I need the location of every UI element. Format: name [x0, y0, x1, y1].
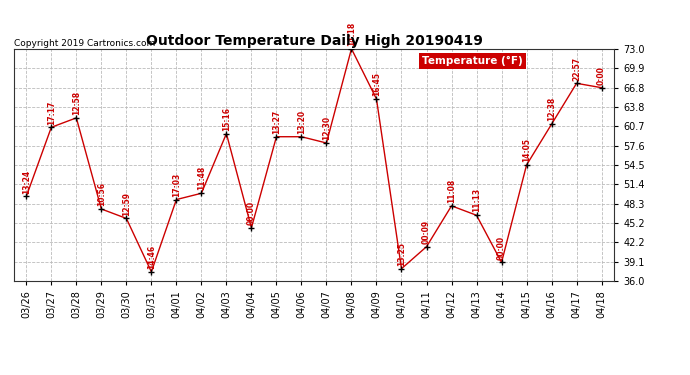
Text: 14:18: 14:18 [347, 22, 356, 46]
Text: 12:59: 12:59 [122, 192, 131, 216]
Text: 22:57: 22:57 [572, 56, 581, 81]
Text: 13:24: 13:24 [22, 170, 31, 194]
Text: 13:27: 13:27 [272, 110, 281, 134]
Text: 00:00: 00:00 [247, 201, 256, 225]
Text: 16:45: 16:45 [372, 72, 381, 96]
Text: 00:09: 00:09 [422, 220, 431, 244]
Text: 12:38: 12:38 [547, 97, 556, 122]
Text: 12:30: 12:30 [322, 116, 331, 140]
Text: 13:25: 13:25 [397, 242, 406, 266]
Text: 10:56: 10:56 [97, 182, 106, 206]
Text: 14:05: 14:05 [522, 138, 531, 162]
Text: 00:00: 00:00 [497, 236, 506, 260]
Text: 11:13: 11:13 [472, 188, 481, 213]
Text: 15:16: 15:16 [222, 107, 231, 131]
Text: 14:46: 14:46 [147, 245, 156, 269]
Text: 0:00: 0:00 [597, 66, 606, 85]
Text: 11:48: 11:48 [197, 166, 206, 190]
Text: Temperature (°F): Temperature (°F) [422, 56, 523, 66]
Text: 12:58: 12:58 [72, 91, 81, 115]
Text: Copyright 2019 Cartronics.com: Copyright 2019 Cartronics.com [14, 39, 155, 48]
Text: 11:08: 11:08 [447, 179, 456, 203]
Title: Outdoor Temperature Daily High 20190419: Outdoor Temperature Daily High 20190419 [146, 34, 482, 48]
Text: 17:17: 17:17 [47, 100, 56, 124]
Text: 13:20: 13:20 [297, 110, 306, 134]
Text: 17:03: 17:03 [172, 172, 181, 197]
